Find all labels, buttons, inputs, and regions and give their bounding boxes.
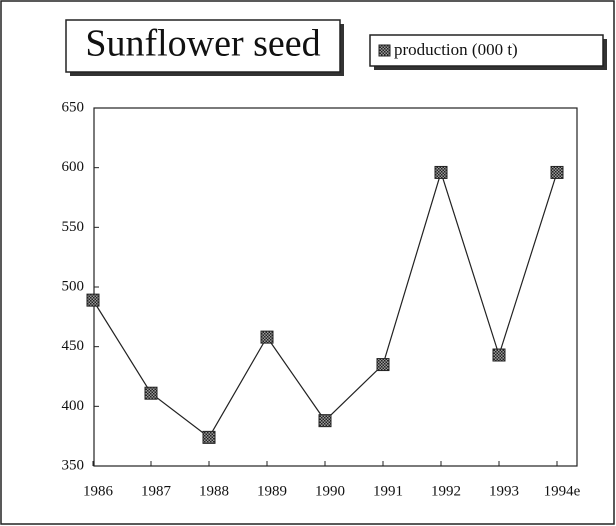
x-tick-label: 1991 (373, 483, 403, 499)
x-tick-label: 1989 (257, 483, 287, 499)
chart-title: Sunflower seed (85, 23, 320, 65)
marker (86, 293, 100, 307)
x-tick-label: 1988 (199, 483, 229, 499)
legend-box (369, 34, 604, 67)
y-tick-label: 500 (62, 278, 85, 294)
y-tick-label: 350 (62, 457, 85, 473)
marker (376, 358, 390, 372)
marker (260, 330, 274, 344)
marker (318, 414, 332, 428)
y-tick-label: 400 (62, 398, 85, 414)
marker (492, 348, 506, 362)
x-tick-label: 1994e (544, 483, 581, 499)
line (92, 170, 558, 439)
y-tick-label: 550 (62, 219, 85, 235)
x-tick-label: 1990 (315, 483, 345, 499)
marker (202, 430, 216, 444)
y-tick-label: 650 (62, 99, 85, 115)
legend-label: production (000 t) (394, 40, 518, 59)
y-tick-label: 600 (62, 159, 85, 175)
x-tick-label: 1993 (489, 483, 519, 499)
marker (144, 386, 158, 400)
y-tick-label: 450 (62, 338, 85, 354)
x-tick-label: 1986 (83, 483, 114, 499)
marker (434, 165, 448, 179)
marker (550, 165, 564, 179)
title-box (65, 19, 341, 73)
x-tick-label: 1992 (431, 483, 461, 499)
x-tick-label: 1987 (141, 483, 172, 499)
legend-marker (378, 44, 391, 57)
plot-area (93, 107, 578, 467)
